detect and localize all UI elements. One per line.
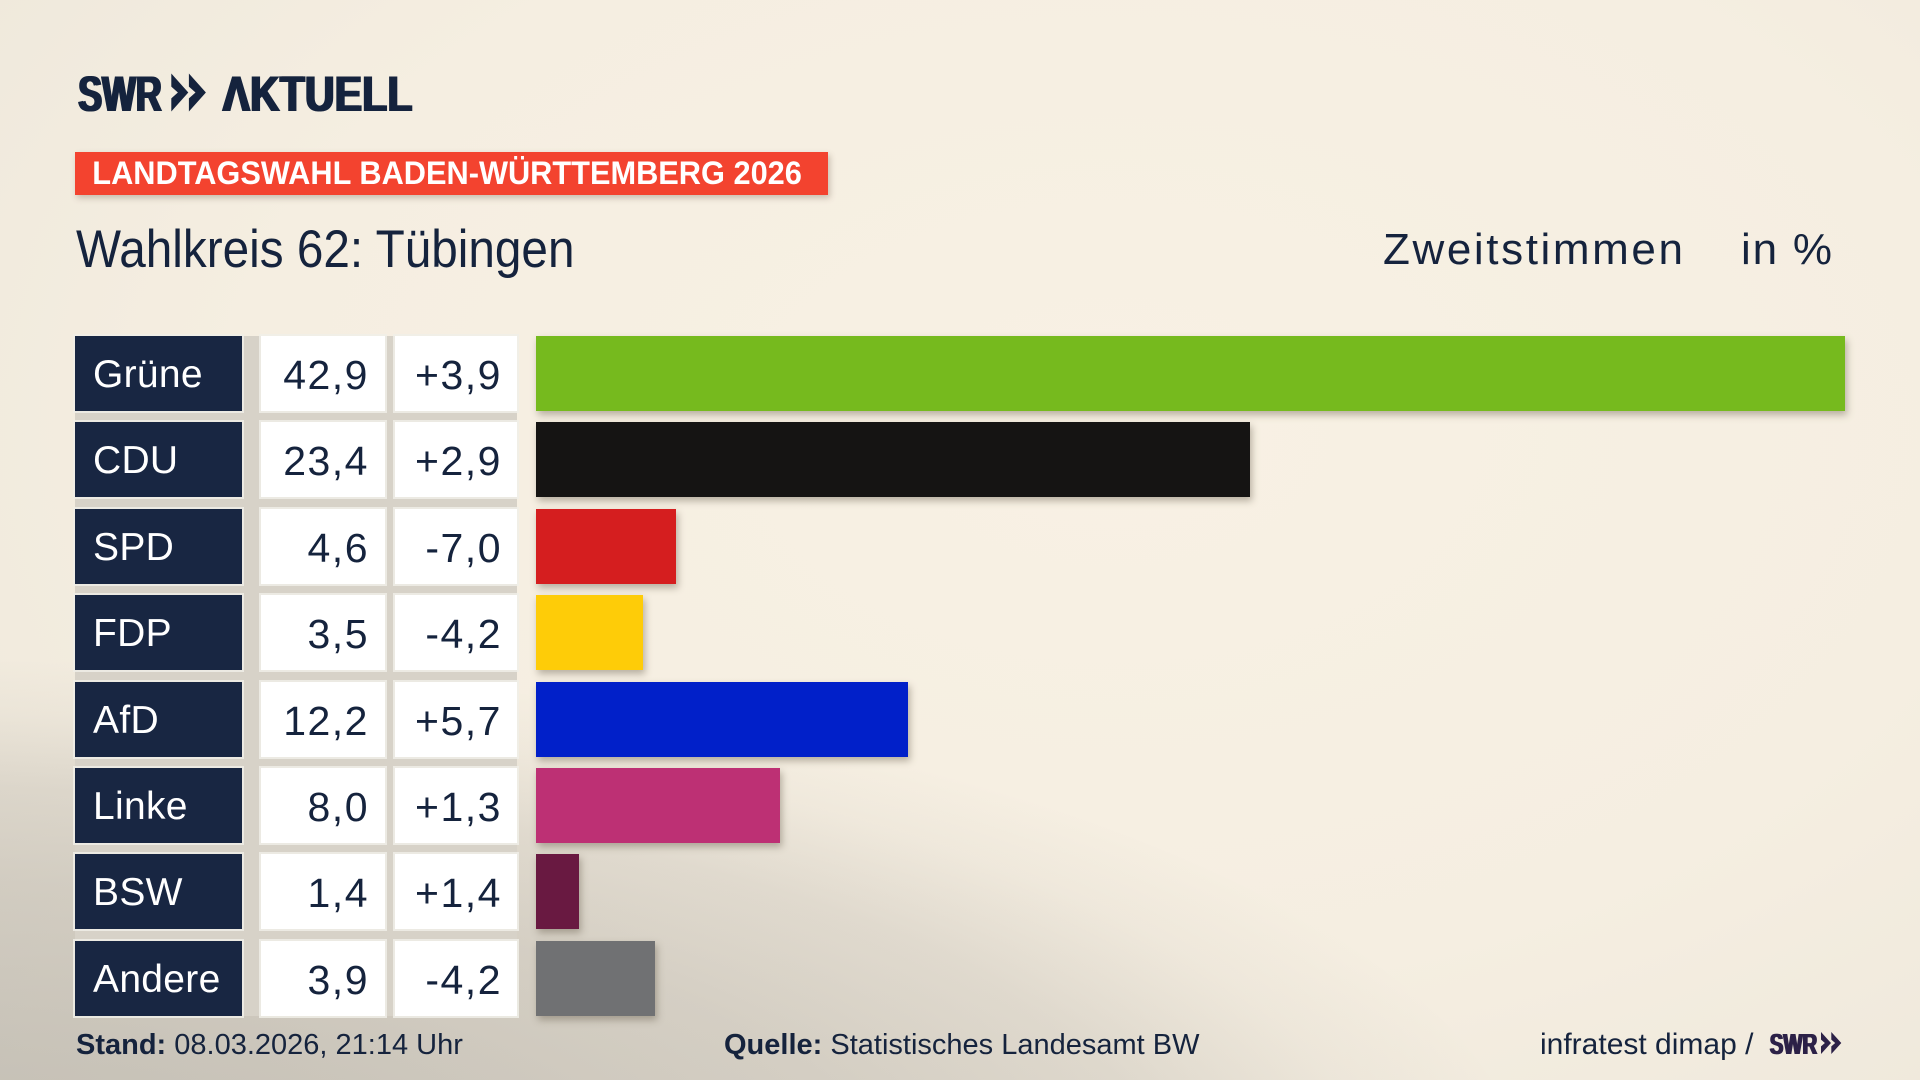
svg-text:SWR: SWR [80,70,163,116]
svg-text:SWR: SWR [1769,1030,1816,1058]
svg-text:SWR: SWR [77,70,160,116]
svg-text:SWR: SWR [1771,1030,1818,1058]
svg-text:ΛKTUELL: ΛKTUELL [222,70,412,116]
svg-text:ΛKTUELL: ΛKTUELL [224,70,414,116]
